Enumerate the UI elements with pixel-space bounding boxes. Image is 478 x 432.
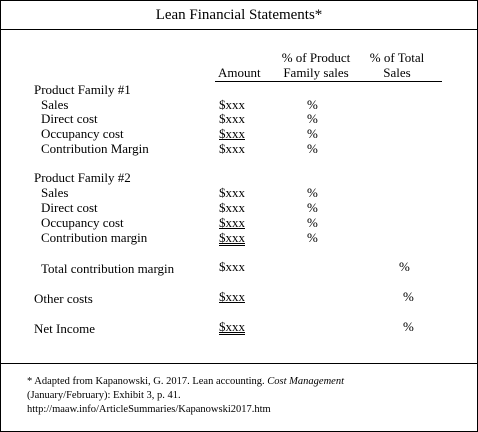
family2-heading: Product Family #2	[34, 170, 131, 185]
footnote-line2: (January/February): Exhibit 3, p. 41.	[27, 390, 181, 401]
family2-contribution-margin-amount: $xxx	[219, 230, 245, 245]
total-contribution-margin-amount: $xxx	[219, 259, 245, 274]
footnote-url: http://maaw.info/ArticleSummaries/Kapano…	[27, 404, 271, 415]
header-pct-total-line2: Sales	[383, 65, 411, 80]
footnote-citation: * Adapted from Kapanowski, G. 2017. Lean…	[27, 376, 268, 387]
other-costs-amount: $xxx	[219, 289, 245, 304]
family2-occupancy-cost-amount: $xxx	[219, 215, 245, 230]
total-contribution-margin-pct: %	[399, 259, 410, 274]
footnote-divider	[1, 363, 477, 364]
document-title: Lean Financial Statements*	[155, 7, 323, 23]
family2-sales-pct: %	[307, 185, 318, 200]
family1-heading: Product Family #1	[34, 82, 131, 97]
family1-contribution-margin-amount: $xxx	[219, 141, 245, 156]
net-income-amount: $xxx	[219, 319, 245, 334]
other-costs-label: Other costs	[34, 291, 93, 306]
family1-occupancy-cost-pct: %	[307, 126, 318, 141]
footnote-line1: * Adapted from Kapanowski, G. 2017. Lean…	[27, 375, 467, 389]
family1-direct-cost-label: Direct cost	[41, 111, 98, 126]
header-underline	[215, 81, 442, 82]
header-pct-total-line1: % of Total	[369, 50, 425, 65]
family1-direct-cost-pct: %	[307, 111, 318, 126]
family2-contribution-margin-pct: %	[307, 230, 318, 245]
other-costs-pct: %	[403, 289, 414, 304]
family2-occupancy-cost-pct: %	[307, 215, 318, 230]
family2-occupancy-cost-label: Occupancy cost	[41, 215, 124, 230]
net-income-pct: %	[403, 319, 414, 334]
header-pct-product-line2: Family sales	[283, 65, 349, 80]
total-contribution-margin-label: Total contribution margin	[41, 261, 175, 276]
header-pct-product-line1: % of Product	[281, 50, 351, 65]
family1-sales-label: Sales	[41, 97, 69, 112]
footnote-journal: Cost Management	[267, 376, 344, 387]
family2-sales-label: Sales	[41, 185, 69, 200]
title-divider	[1, 29, 477, 30]
family2-contribution-margin-label: Contribution margin	[41, 230, 148, 245]
family1-sales-amount: $xxx	[219, 97, 245, 112]
family1-occupancy-cost-label: Occupancy cost	[41, 126, 124, 141]
family1-sales-pct: %	[307, 97, 318, 112]
footnote: * Adapted from Kapanowski, G. 2017. Lean…	[27, 375, 467, 417]
family2-direct-cost-label: Direct cost	[41, 200, 98, 215]
family2-direct-cost-amount: $xxx	[219, 200, 245, 215]
header-amount: Amount	[218, 65, 261, 80]
family1-contribution-margin-label: Contribution Margin	[41, 141, 149, 156]
family2-sales-amount: $xxx	[219, 185, 245, 200]
family1-contribution-margin-pct: %	[307, 141, 318, 156]
net-income-label: Net Income	[34, 321, 96, 336]
family1-occupancy-cost-amount: $xxx	[219, 126, 245, 141]
family2-direct-cost-pct: %	[307, 200, 318, 215]
family1-direct-cost-amount: $xxx	[219, 111, 245, 126]
